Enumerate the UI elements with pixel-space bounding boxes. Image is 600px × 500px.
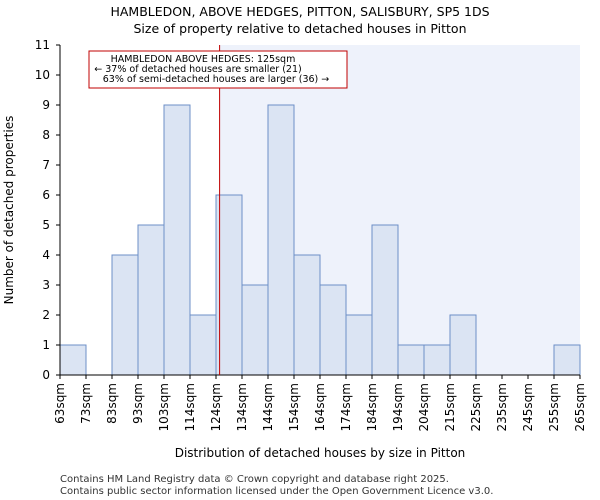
x-tick-label: 184sqm [365, 383, 379, 431]
x-tick-label: 114sqm [183, 383, 197, 431]
bar [163, 104, 191, 376]
x-tick-label: 144sqm [261, 383, 275, 431]
annotation-box: HAMBLEDON ABOVE HEDGES: 125sqm ← 37% of … [88, 50, 348, 89]
y-tick-label: 2 [42, 308, 50, 322]
x-tick-label: 103sqm [157, 383, 171, 431]
x-tick-label: 83sqm [105, 383, 119, 424]
footer-line-1: Contains HM Land Registry data © Crown c… [60, 474, 449, 485]
annotation-larger: 63% of semi-detached houses are larger (… [103, 74, 330, 85]
bar [111, 254, 139, 376]
x-axis: 63sqm 73sqm 83sqm 93sqm 103sqm 114sqm 124sqm 13… [53, 374, 587, 431]
chart-title: HAMBLEDON, ABOVE HEDGES, PITTON, SALISBU… [110, 4, 489, 19]
bar [397, 344, 425, 376]
x-tick-label: 194sqm [391, 383, 405, 431]
bar [319, 284, 347, 376]
y-tick-label: 0 [42, 368, 50, 382]
y-axis: 0 1 2 3 4 5 6 7 8 9 10 11 [35, 38, 61, 382]
bar [449, 314, 477, 376]
x-tick-label: 225sqm [469, 383, 483, 431]
y-axis-label: Number of detached properties [2, 116, 16, 305]
x-tick-label: 154sqm [287, 383, 301, 431]
bar [241, 284, 269, 376]
y-tick-label: 10 [35, 68, 50, 82]
footer-line-2: Contains public sector information licen… [60, 486, 493, 497]
bar [553, 344, 581, 376]
bar [59, 344, 87, 376]
y-tick-label: 9 [42, 98, 50, 112]
x-tick-label: 245sqm [521, 383, 535, 431]
y-tick-label: 5 [42, 218, 50, 232]
y-tick-label: 1 [42, 338, 50, 352]
x-tick-label: 215sqm [443, 383, 457, 431]
bar [293, 254, 321, 376]
x-tick-label: 63sqm [53, 383, 67, 424]
y-tick-label: 6 [42, 188, 50, 202]
annotation-smaller: ← 37% of detached houses are smaller (21… [94, 64, 301, 75]
annotation-title: HAMBLEDON ABOVE HEDGES: 125sqm [111, 54, 296, 65]
bar [267, 104, 295, 376]
x-tick-label: 204sqm [417, 383, 431, 431]
y-tick-label: 7 [42, 158, 50, 172]
chart-subtitle: Size of property relative to detached ho… [133, 21, 466, 36]
bar [189, 314, 217, 376]
x-tick-label: 265sqm [573, 383, 587, 431]
x-tick-label: 174sqm [339, 383, 353, 431]
annotation-border [88, 50, 348, 89]
y-tick-label: 8 [42, 128, 50, 142]
x-tick-label: 235sqm [495, 383, 509, 431]
bar [423, 344, 451, 376]
x-tick-label: 164sqm [313, 383, 327, 431]
y-tick-label: 4 [42, 248, 50, 262]
x-tick-label: 124sqm [209, 383, 223, 431]
bars-group [59, 104, 581, 376]
bar [137, 224, 165, 376]
bar [345, 314, 373, 376]
x-tick-label: 255sqm [547, 383, 561, 431]
x-tick-label: 93sqm [131, 383, 145, 424]
x-axis-label: Distribution of detached houses by size … [175, 446, 466, 460]
x-tick-label: 73sqm [79, 383, 93, 424]
y-tick-label: 11 [35, 38, 50, 52]
x-tick-label: 134sqm [235, 383, 249, 431]
y-tick-label: 3 [42, 278, 50, 292]
bar [371, 224, 399, 376]
